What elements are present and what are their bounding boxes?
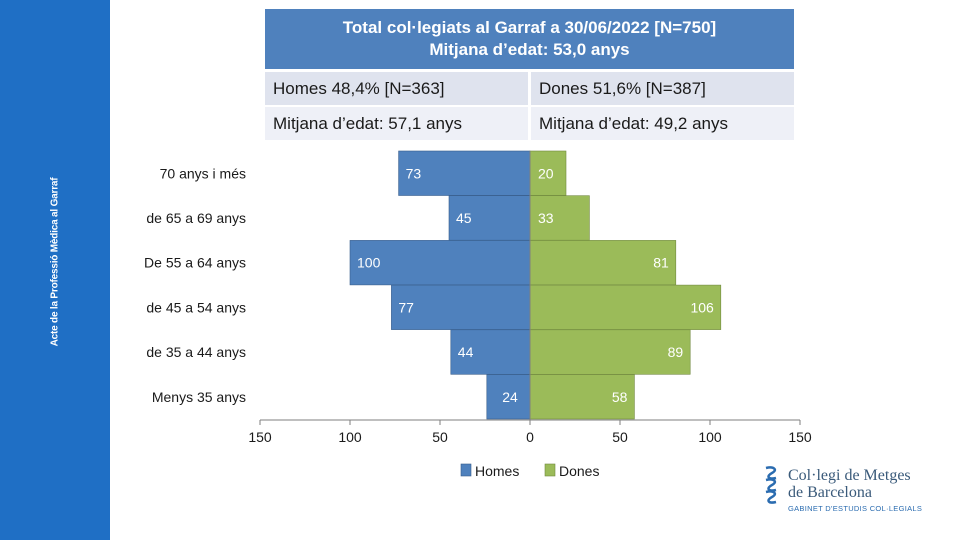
bar-dones (529, 195, 590, 241)
x-tick-label: 50 (432, 429, 448, 445)
legend-swatch-dones (544, 463, 556, 477)
data-label-dones: 20 (538, 165, 554, 181)
category-label: de 35 a 44 anys (146, 344, 246, 360)
x-tick-label: 50 (612, 429, 628, 445)
legend-swatch-homes (460, 463, 472, 477)
title-line-1: Total col·legiats al Garraf a 30/06/2022… (342, 18, 717, 37)
legend-label-dones: Dones (559, 463, 599, 479)
logo-name-line-1: Col·legi de Metges (788, 467, 911, 484)
bar-homes (391, 284, 531, 330)
bar-homes (448, 195, 531, 241)
data-label-homes: 77 (398, 299, 414, 315)
bar-homes (398, 150, 531, 196)
data-label-dones: 58 (612, 389, 628, 405)
men-share-cell: Homes 48,4% [N=363] (265, 72, 528, 105)
x-tick-label: 150 (788, 429, 812, 445)
data-label-dones: 89 (668, 344, 684, 360)
data-label-homes: 73 (406, 165, 422, 181)
sidebar: Acte de la Professió Mèdica al Garraf (0, 0, 110, 540)
x-tick-label: 100 (698, 429, 722, 445)
data-label-dones: 81 (653, 255, 669, 271)
data-label-dones: 33 (538, 210, 554, 226)
women-share-cell: Dones 51,6% [N=387] (531, 72, 794, 105)
title-box: Total col·legiats al Garraf a 30/06/2022… (265, 9, 794, 69)
logo: Col·legi de Metges de Barcelona GABINET … (762, 462, 942, 522)
bar-dones (529, 284, 722, 330)
x-tick-label: 0 (526, 429, 534, 445)
x-tick-label: 100 (338, 429, 362, 445)
data-label-homes: 100 (357, 255, 381, 271)
data-label-dones: 106 (690, 299, 714, 315)
data-label-homes: 44 (458, 344, 474, 360)
logo-name-line-2: de Barcelona (788, 484, 872, 501)
category-label: Menys 35 anys (152, 389, 246, 405)
bar-homes (450, 329, 531, 375)
category-label: De 55 a 64 anys (144, 255, 246, 271)
men-age-cell: Mitjana d’edat: 57,1 anys (265, 107, 528, 140)
x-tick-label: 150 (248, 429, 272, 445)
data-label-homes: 24 (502, 389, 518, 405)
category-label: 70 anys i més (160, 165, 246, 181)
logo-subtitle: GABINET D'ESTUDIS COL·LEGIALS (788, 504, 923, 513)
category-label: de 65 a 69 anys (146, 210, 246, 226)
logo-mark-icon (765, 466, 777, 504)
women-age-cell: Mitjana d’edat: 49,2 anys (531, 107, 794, 140)
data-label-homes: 45 (456, 210, 472, 226)
title-line-2: Mitjana d’edat: 53,0 anys (429, 40, 630, 59)
bar-homes (486, 374, 531, 420)
category-label: de 45 a 54 anys (146, 299, 246, 315)
bar-dones (529, 240, 677, 286)
bar-homes (349, 240, 531, 286)
legend-label-homes: Homes (475, 463, 519, 479)
bar-dones (529, 329, 691, 375)
